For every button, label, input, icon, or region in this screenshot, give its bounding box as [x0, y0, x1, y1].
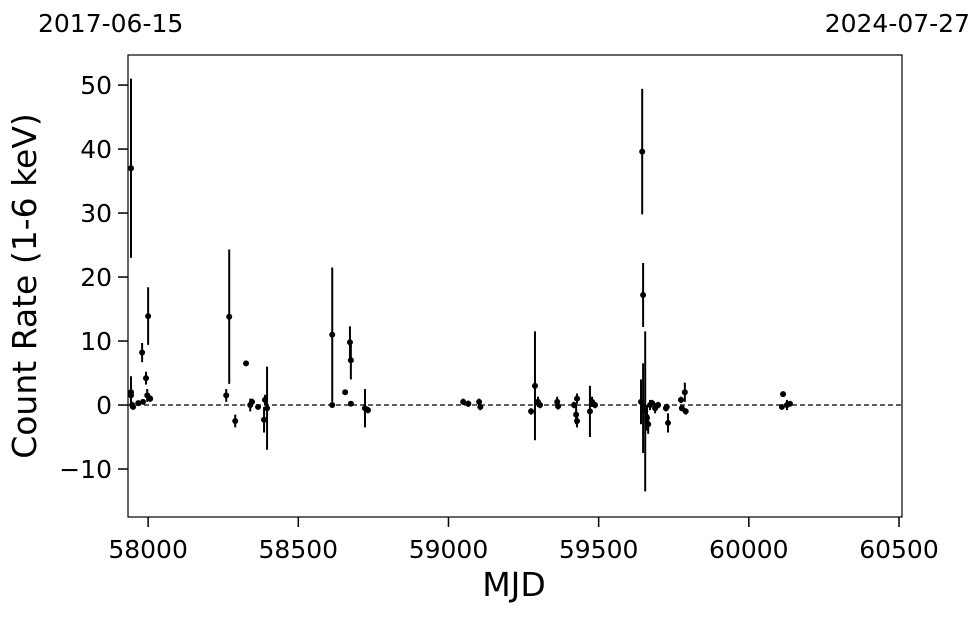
data-point [677, 396, 684, 403]
data-point [592, 402, 599, 409]
x-tick-label: 60000 [709, 535, 789, 564]
data-point [460, 398, 467, 405]
data-point [329, 402, 336, 409]
data-point [640, 291, 647, 298]
data-point [663, 403, 670, 410]
y-tick-label: 40 [80, 135, 112, 164]
data-point [139, 349, 146, 356]
data-point [655, 402, 662, 409]
y-tick-label: 30 [80, 199, 112, 228]
data-point [223, 392, 230, 399]
data-point [477, 403, 484, 410]
data-point [261, 416, 268, 423]
y-tick-label: 0 [96, 391, 112, 420]
data-point [555, 403, 562, 410]
data-point [145, 313, 152, 320]
y-tick-label: 50 [80, 71, 112, 100]
data-point [347, 357, 354, 364]
y-axis-label: Count Rate (1-6 keV) [5, 113, 44, 459]
data-point [780, 391, 787, 398]
plot-frame [127, 54, 903, 518]
data-point [135, 400, 142, 407]
data-point [143, 375, 150, 382]
data-point [649, 400, 656, 407]
y-tick-label: 20 [80, 263, 112, 292]
data-point [342, 389, 349, 396]
data-point [243, 360, 250, 367]
data-point [645, 421, 652, 428]
data-point [130, 403, 137, 410]
data-point [531, 382, 538, 389]
data-point [249, 398, 256, 405]
data-point [574, 418, 581, 425]
data-point [528, 408, 535, 415]
data-point [232, 418, 239, 425]
data-point [537, 402, 544, 409]
data-point [786, 400, 793, 407]
data-point [264, 405, 271, 412]
data-point [586, 408, 593, 415]
data-point [147, 395, 154, 402]
x-tick-label: 59500 [559, 535, 639, 564]
data-point [128, 392, 135, 399]
y-tick-label: 10 [80, 327, 112, 356]
data-point [778, 403, 785, 410]
x-axis-label: MJD [482, 565, 546, 604]
data-point [347, 400, 354, 407]
data-point [681, 389, 688, 396]
data-point [682, 408, 689, 415]
data-point [329, 331, 336, 338]
top-right-label: 2024-07-27 [825, 9, 970, 38]
data-point [128, 165, 135, 172]
data-point [465, 400, 472, 407]
data-point [639, 148, 646, 155]
x-tick-label: 59000 [409, 535, 489, 564]
top-left-label: 2017-06-15 [38, 9, 183, 38]
data-point [364, 407, 371, 414]
data-point [226, 313, 233, 320]
y-tick-label: −10 [59, 455, 112, 484]
data-point [574, 395, 581, 402]
data-point [665, 419, 672, 426]
x-tick-label: 60500 [859, 535, 939, 564]
data-point [476, 398, 483, 405]
data-point [140, 398, 147, 405]
data-point [255, 403, 262, 410]
x-tick-label: 58500 [259, 535, 339, 564]
x-tick-label: 58000 [108, 535, 188, 564]
